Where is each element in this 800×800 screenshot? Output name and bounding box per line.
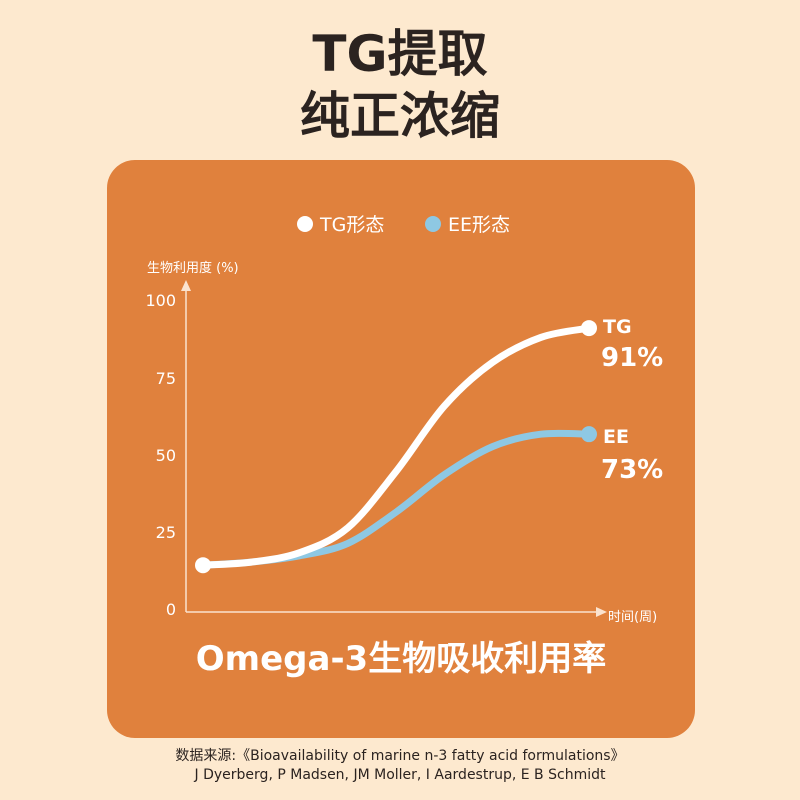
page-title-line-1: TG提取 — [312, 25, 488, 83]
y-axis-arrow-icon — [181, 280, 191, 291]
source-citation-line-1: 数据来源:《Bioavailability of marine n-3 fatt… — [175, 748, 625, 764]
end-label-ee: EE — [603, 426, 629, 448]
series-line-ee — [199, 429, 593, 569]
x-axis-arrow-icon — [596, 607, 607, 617]
y-tick-label: 25 — [156, 523, 176, 542]
end-point-ee — [581, 426, 597, 443]
end-value-tg: 91% — [601, 343, 663, 373]
legend-marker-tg — [297, 216, 313, 232]
y-tick-label: 50 — [156, 446, 176, 465]
end-label-tg: TG — [603, 316, 632, 338]
page-title-line-2: 纯正浓缩 — [300, 87, 500, 145]
y-tick-label: 100 — [145, 291, 176, 310]
chart-title: Omega-3生物吸收利用率 — [196, 639, 606, 679]
chart-card — [107, 160, 695, 738]
legend-label-ee: EE形态 — [448, 214, 510, 236]
source-citation-authors: J Dyerberg, P Madsen, JM Moller, I Aarde… — [194, 767, 606, 783]
x-axis-label: 时间(周) — [608, 610, 657, 625]
y-tick-label: 75 — [156, 369, 176, 388]
legend-marker-ee — [425, 216, 441, 232]
series-ee — [199, 426, 597, 569]
series-line-tg — [199, 324, 593, 569]
chart-legend: TG形态 EE形态 — [297, 214, 510, 236]
legend-label-tg: TG形态 — [319, 214, 384, 236]
y-axis-label: 生物利用度 (%) — [147, 260, 239, 276]
end-value-ee: 73% — [601, 455, 663, 485]
y-tick-label: 0 — [166, 600, 176, 619]
series-tg — [195, 320, 597, 574]
start-point — [195, 557, 211, 574]
end-point-tg — [581, 320, 597, 337]
